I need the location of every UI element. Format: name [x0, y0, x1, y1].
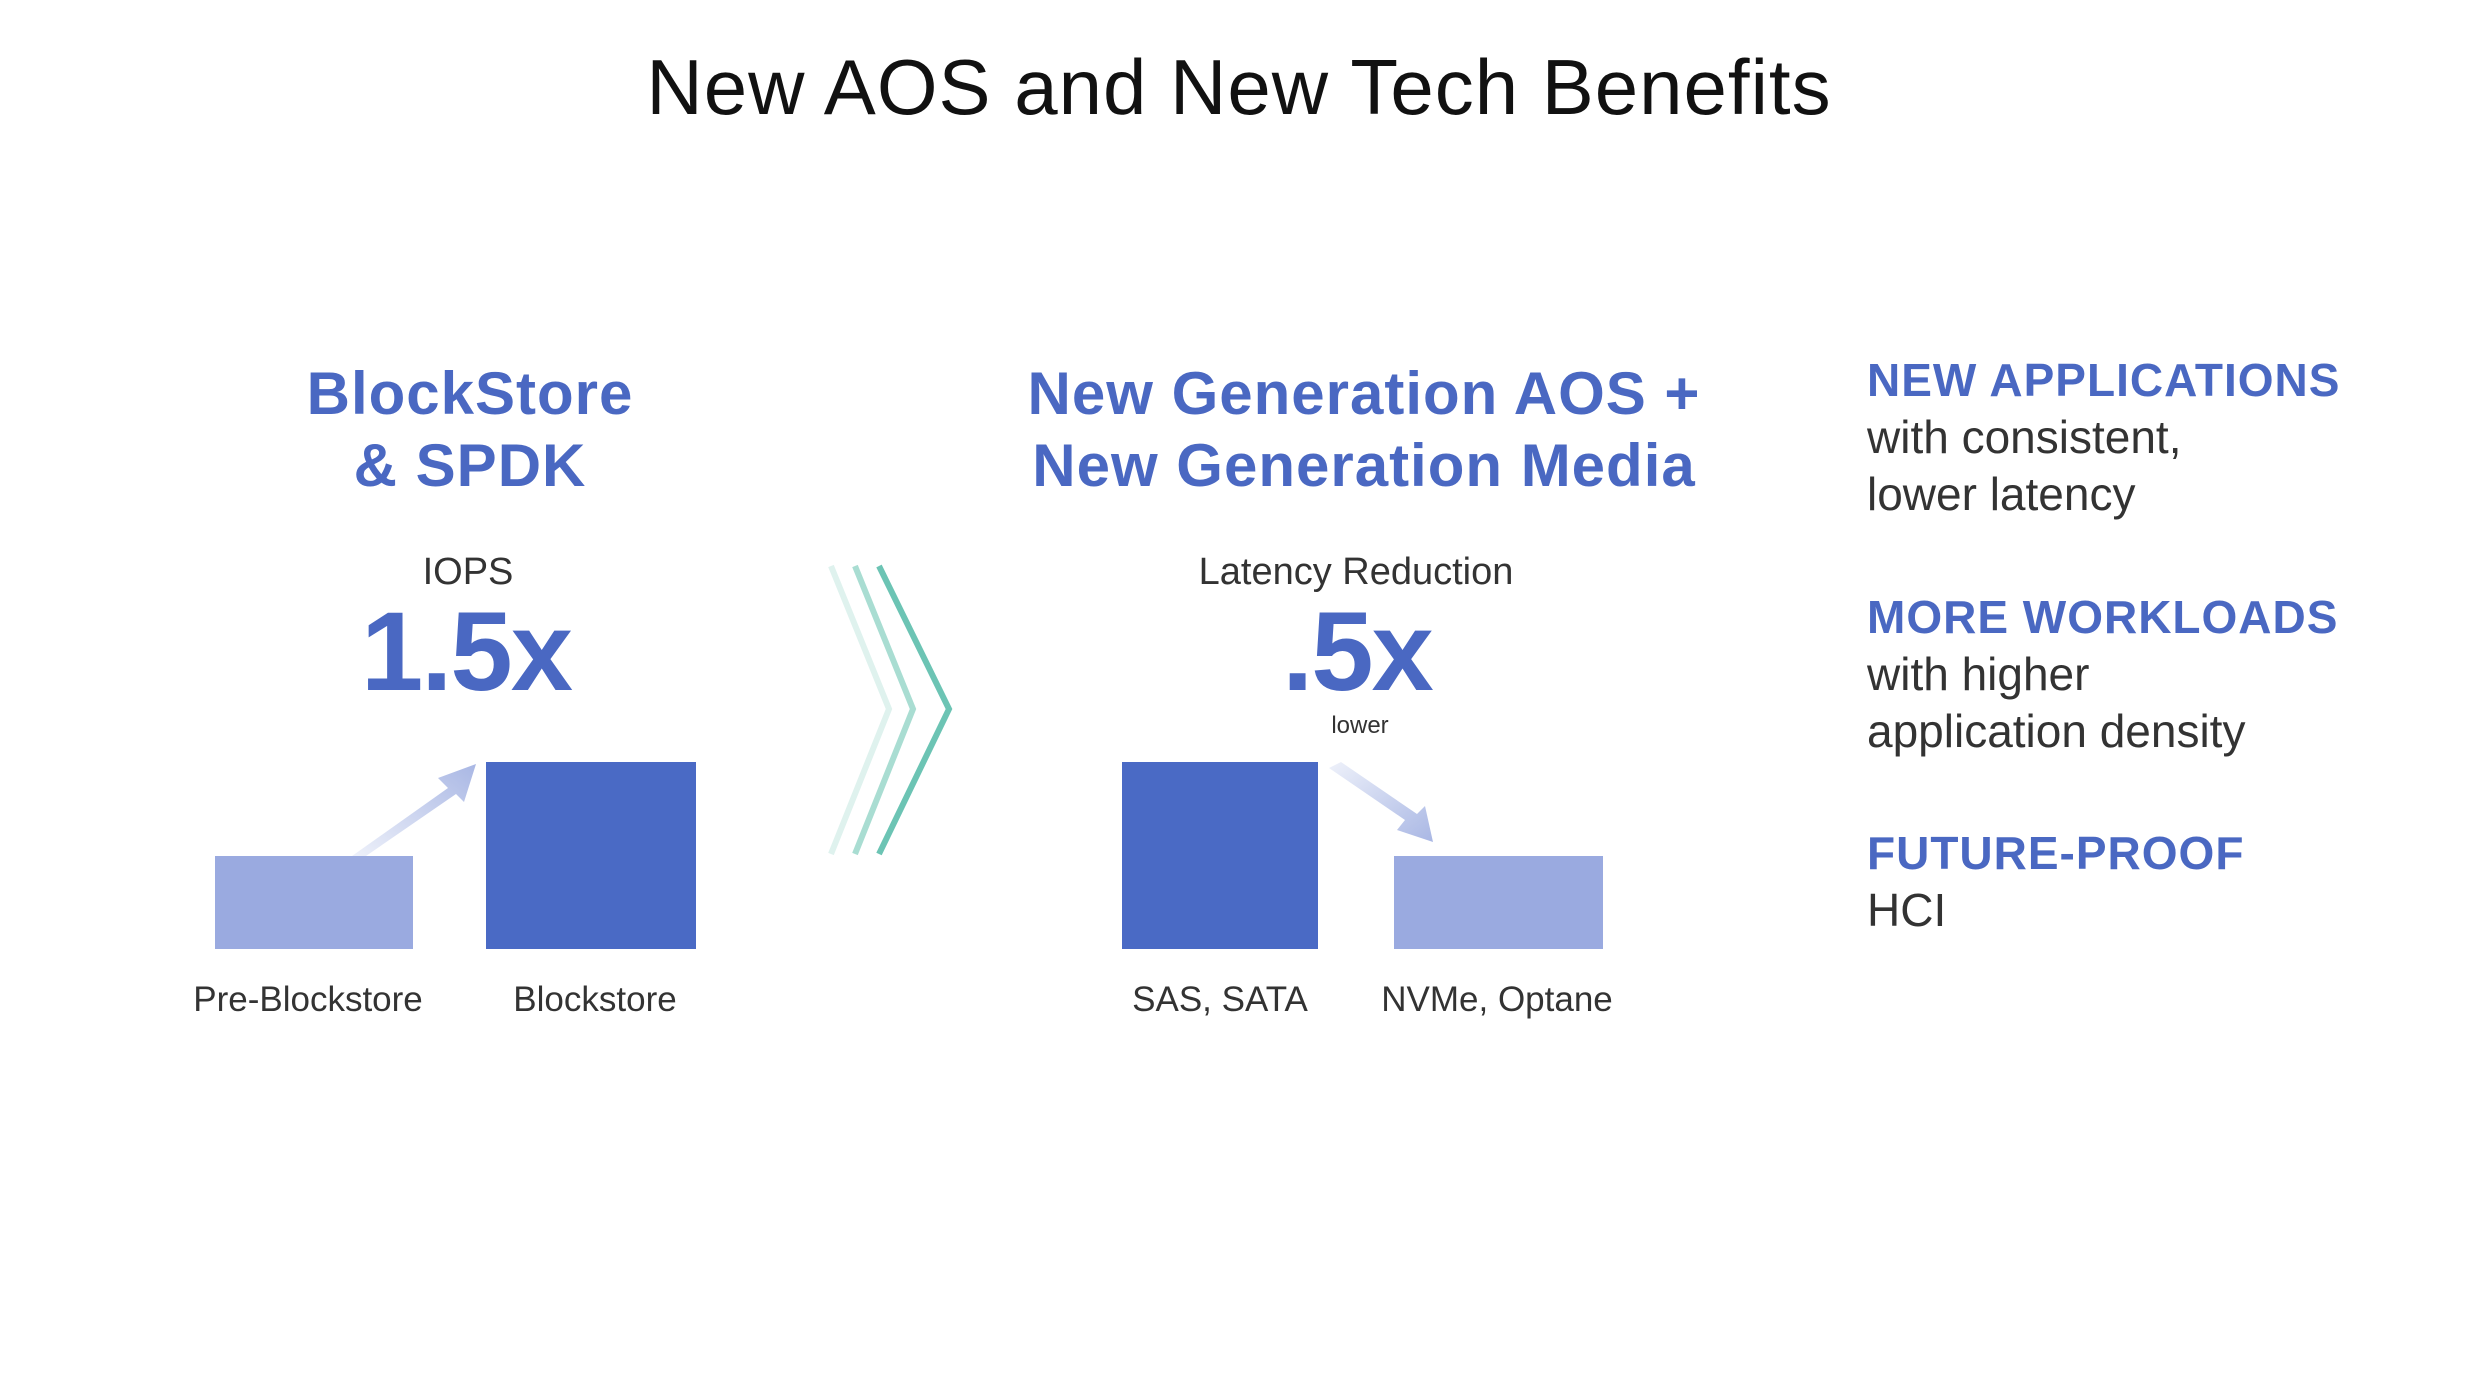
latency-note: lower: [1331, 712, 1389, 739]
increase-arrow-icon: [352, 764, 476, 856]
heading-line: New Generation Media: [1032, 432, 1696, 499]
bar-pre-blockstore: [215, 856, 413, 949]
bar-label: Blockstore: [513, 980, 677, 1019]
heading-line: New Generation AOS +: [1027, 360, 1701, 427]
bar-sas-sata: [1122, 762, 1318, 949]
slide-title: New AOS and New Tech Benefits: [646, 43, 1832, 131]
benefit-heading: FUTURE-PROOF: [1867, 827, 2245, 879]
benefit-heading: MORE WORKLOADS: [1867, 591, 2339, 643]
benefit-text: application density: [1867, 705, 2246, 757]
benefit-new-applications: NEW APPLICATIONS with consistent, lower …: [1867, 352, 2340, 523]
iops-value: 1.5x: [361, 589, 573, 714]
heading-line: BlockStore: [306, 360, 634, 427]
heading-line: & SPDK: [353, 432, 587, 499]
benefit-text: lower latency: [1867, 468, 2136, 520]
bar-blockstore: [486, 762, 696, 949]
latency-label: Latency Reduction: [1198, 551, 1514, 593]
bar-label: SAS, SATA: [1132, 980, 1308, 1019]
bar-label: Pre-Blockstore: [193, 980, 423, 1019]
bar-label: NVMe, Optane: [1381, 980, 1613, 1019]
bar-nvme-optane: [1394, 856, 1603, 949]
chevron-right-icon: [828, 564, 953, 856]
iops-label: IOPS: [422, 551, 514, 593]
new-generation-heading: New Generation AOS + New Generation Medi…: [1028, 358, 1701, 502]
latency-value: .5x: [1282, 589, 1434, 714]
decrease-arrow-icon: [1329, 762, 1433, 842]
benefit-text: HCI: [1867, 884, 1947, 936]
benefit-more-workloads: MORE WORKLOADS with higher application d…: [1867, 589, 2338, 760]
benefit-text: with higher: [1867, 648, 2090, 700]
benefit-heading: NEW APPLICATIONS: [1867, 354, 2341, 406]
benefit-text: with consistent,: [1867, 411, 2182, 463]
benefit-future-proof: FUTURE-PROOF HCI: [1867, 825, 2244, 939]
blockstore-heading: BlockStore & SPDK: [307, 358, 634, 502]
